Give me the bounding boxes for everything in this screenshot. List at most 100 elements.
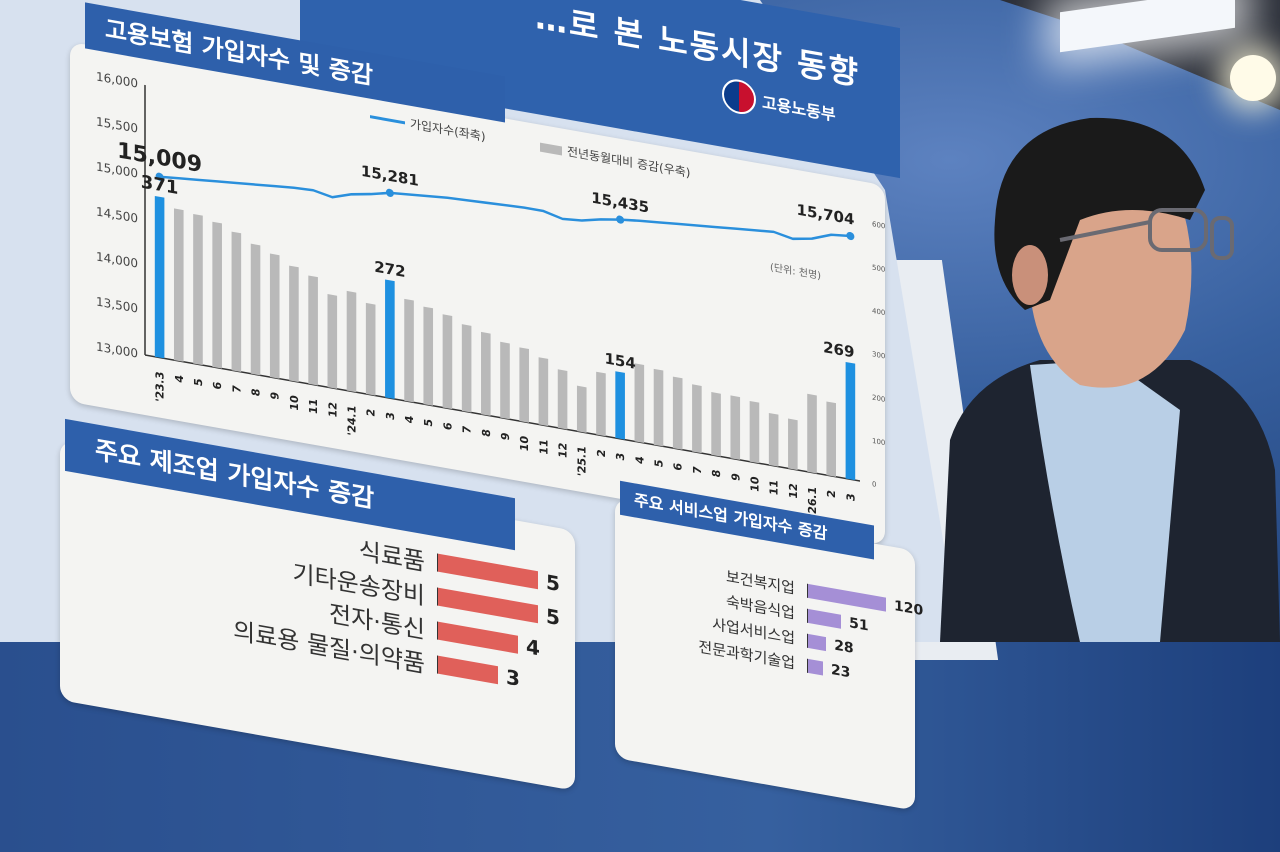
value-bar [437,654,498,684]
highlight-bar [154,195,165,359]
x-tick-label: 2 [365,408,378,418]
x-tick-label: 2 [595,448,608,458]
x-tick-label: 8 [480,428,493,438]
bar-value-label: 371 [141,172,179,199]
x-tick-label: 5 [422,418,435,428]
line-point [616,215,625,224]
bar [365,302,376,396]
x-tick-label: 7 [691,465,704,475]
right-tick-label: 500 [872,263,885,274]
line-point [846,231,855,241]
left-tick-label: 16,000 [96,69,138,90]
bar [231,231,242,372]
bar [653,368,664,447]
bar [193,213,203,366]
glasses-icon [1059,208,1234,260]
value-label: 3 [506,664,520,691]
bar-value-label: 269 [823,338,854,361]
x-tick-label: 8 [250,387,263,397]
unit-label: (단위: 천명) [770,260,821,282]
legend-line-label: 가입자수(좌축) [410,117,486,144]
bar [327,294,338,389]
bar [672,376,683,450]
right-tick-label: 300 [872,349,885,360]
bar [788,418,798,471]
x-tick-label: 8 [710,468,723,478]
bar [250,243,261,376]
value-label: 5 [546,569,560,596]
x-tick-label: 4 [633,455,646,465]
bar [404,298,414,403]
x-tick-label: 12 [787,482,800,500]
bar [269,253,280,379]
x-tick-label: 6 [211,380,224,390]
bar [576,385,587,433]
left-tick-label: 14,500 [96,204,138,225]
right-tick-label: 400 [872,306,885,317]
main-chart-panel: 13,000 13,500 14,000 14,500 15,000 15,500 16,0… [70,41,886,546]
bar [481,331,491,416]
bar [500,341,510,420]
line-value-label: 15,435 [591,189,649,217]
value-label: 120 [894,597,924,619]
speaker-person [940,117,1280,642]
value-bar [807,658,823,676]
x-tick-label: 6 [442,421,455,431]
x-tick-label: 11 [768,479,781,497]
bar [442,314,453,410]
x-tick-label: '25.1 [576,445,589,478]
x-tick-label: 10 [288,394,301,412]
value-label: 28 [834,637,854,657]
bar [768,412,779,467]
bar [461,324,472,413]
subscriber-line [159,175,851,241]
highlight-bar [845,361,856,481]
bar [538,357,549,427]
line-value-label: 15,281 [361,162,419,190]
bar [826,401,837,477]
value-label: 23 [830,661,851,681]
ministry-name: 고용노동부 [762,92,836,125]
bar [807,393,817,474]
bar-value-label: 154 [604,349,635,372]
bar [212,221,222,369]
value-label: 5 [546,603,560,630]
bar [519,347,529,423]
x-tick-label: 3 [614,452,627,462]
legend-bar-swatch [540,142,562,156]
x-tick-label: 5 [192,377,205,387]
bar-value-label: 272 [374,258,405,281]
x-tick-label: '24.1 [346,404,359,437]
left-tick-label: 15,500 [96,114,138,135]
x-tick-label: 7 [230,384,243,394]
right-tick-label: 0 [872,479,877,489]
left-tick-label: 13,000 [96,339,138,360]
x-tick-label: 10 [518,435,531,453]
bar [711,392,721,457]
bar [692,384,702,454]
right-tick-label: 200 [872,393,885,404]
x-tick-label: 9 [499,431,512,441]
line-point [155,172,164,181]
bar [557,369,568,430]
right-tick-label: 100 [872,436,885,447]
value-bar [807,608,842,629]
bar [308,275,318,386]
bar [596,371,606,437]
legend-bar-label: 전년동월대비 증감(우축) [567,144,690,180]
bar [346,290,357,393]
x-tick-label: '23.3 [154,371,167,404]
line-value-label: 15,704 [797,201,855,229]
x-tick-label: '26.1 [806,486,819,519]
value-label: 4 [526,633,540,661]
x-tick-label: 2 [825,489,838,499]
bar [289,265,299,383]
x-tick-label: 5 [653,458,666,468]
ear [1012,245,1048,305]
x-tick-label: 11 [307,398,320,416]
x-tick-label: 12 [326,401,339,419]
light-bulb [1230,55,1276,101]
x-tick-label: 11 [537,438,550,456]
left-tick-label: 14,000 [96,249,138,270]
x-tick-label: 4 [173,374,186,384]
